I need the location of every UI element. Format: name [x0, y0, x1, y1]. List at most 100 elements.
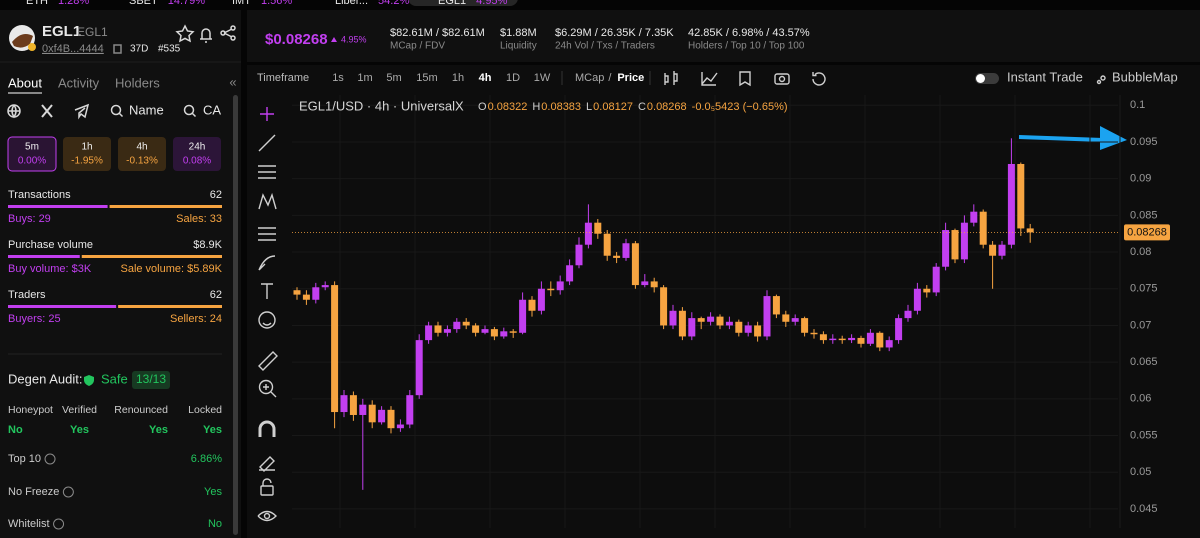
ruler-tool[interactable]: [258, 351, 278, 371]
token-age: 37D: [130, 44, 148, 55]
bubblemap-icon[interactable]: [1096, 79, 1102, 85]
legend-key: L: [586, 101, 592, 113]
interval-button[interactable]: 15m: [416, 72, 437, 84]
search-icon[interactable]: [118, 112, 124, 118]
last-price-badge: [1124, 224, 1170, 241]
candle-body: [443, 329, 451, 333]
bubblemap-icon[interactable]: [1100, 75, 1106, 81]
collapse-icon[interactable]: «: [229, 74, 236, 89]
interval-button[interactable]: 1D: [506, 72, 520, 84]
search-icon[interactable]: [191, 112, 197, 118]
brush-tool[interactable]: [258, 255, 276, 271]
interval-button[interactable]: 4h: [479, 72, 492, 84]
bell-icon[interactable]: [200, 28, 212, 43]
lock-draw-tool[interactable]: [259, 456, 275, 472]
search-icon[interactable]: [110, 104, 122, 116]
search-icon[interactable]: [183, 104, 195, 116]
stat-value: $82.61M / $82.61M: [390, 27, 485, 39]
copy-icon[interactable]: [113, 44, 122, 54]
price: $0.08268: [265, 31, 328, 48]
candle-body: [603, 233, 611, 256]
legend-value: -0.0₅5423 (−0.65%): [692, 101, 788, 113]
emoji-tool[interactable]: [258, 311, 276, 329]
link-ca[interactable]: CA: [203, 102, 221, 117]
candle-body: [528, 299, 536, 311]
visibility-tool[interactable]: [257, 510, 277, 522]
reset-icon[interactable]: [812, 72, 826, 86]
lock-tool[interactable]: [260, 485, 274, 496]
interval-button[interactable]: 1h: [452, 72, 464, 84]
audit-column: Locked: [188, 404, 222, 416]
share-icon[interactable]: [230, 25, 236, 31]
visibility-tool[interactable]: [263, 512, 271, 520]
period-box[interactable]: [173, 137, 221, 171]
x-icon[interactable]: [41, 104, 53, 118]
sidebar-tab[interactable]: Activity: [58, 75, 100, 90]
flow-buy: Buys: 29: [8, 213, 51, 225]
pattern-tool[interactable]: [258, 192, 277, 210]
stat-label: MCap / FDV: [390, 41, 445, 52]
indicators-icon[interactable]: [701, 72, 718, 86]
flow-total: $8.9K: [193, 239, 222, 251]
y-tick-label: 0.08: [1130, 246, 1151, 258]
audit-row-label: No Freeze: [8, 486, 59, 498]
zoom-tool[interactable]: [258, 379, 274, 395]
candle-body: [838, 338, 846, 341]
toggle-knob[interactable]: [976, 74, 985, 83]
crosshair-tool[interactable]: [260, 107, 274, 121]
candles-icon[interactable]: [664, 71, 678, 85]
candle-body: [857, 337, 865, 344]
sidebar-tab[interactable]: About: [8, 75, 42, 90]
interval-button[interactable]: 1W: [534, 72, 551, 84]
top-tab-name[interactable]: SBET: [129, 0, 158, 7]
flow-label: Transactions: [8, 189, 71, 201]
mode-mcap[interactable]: MCap: [575, 72, 604, 84]
interval-button[interactable]: 1m: [357, 72, 372, 84]
top-tab-name[interactable]: ETH: [26, 0, 48, 7]
emoji-tool[interactable]: [262, 322, 272, 326]
sell-bar: [109, 205, 222, 208]
top-tab-name[interactable]: Liber...: [335, 0, 368, 7]
top-tab-change: 14.79%: [168, 0, 206, 7]
candle-body: [622, 243, 630, 258]
interval-button[interactable]: 1s: [332, 72, 344, 84]
period-change: -1.95%: [71, 156, 103, 167]
period-box[interactable]: [63, 137, 111, 171]
safe-shield-icon: [84, 375, 94, 386]
bubblemap[interactable]: BubbleMap: [1112, 69, 1178, 84]
screenshot-icon[interactable]: [778, 75, 786, 83]
star-icon[interactable]: [175, 24, 195, 43]
legend-key: O: [478, 101, 487, 113]
instant-trade[interactable]: Instant Trade: [1007, 69, 1083, 84]
telegram-icon[interactable]: [74, 103, 90, 120]
lock-tool[interactable]: [262, 478, 272, 486]
trendline-tool[interactable]: [258, 134, 276, 152]
template-icon[interactable]: [739, 71, 751, 87]
magnet-tool[interactable]: [258, 420, 276, 437]
link-name[interactable]: Name: [129, 102, 164, 117]
projection-tool[interactable]: [258, 227, 276, 241]
candle-body: [904, 310, 912, 319]
fib-tool[interactable]: [258, 165, 276, 179]
token-address[interactable]: 0xf4B...4444: [42, 43, 104, 55]
candle-body: [848, 337, 856, 341]
period-box[interactable]: [118, 137, 166, 171]
interval-button[interactable]: 5m: [386, 72, 401, 84]
candle-body: [340, 395, 348, 413]
y-tick-label: 0.09: [1130, 173, 1151, 185]
top-tab-name[interactable]: IMT: [232, 0, 251, 7]
sidebar-tab[interactable]: Holders: [115, 75, 160, 90]
website-icon[interactable]: [8, 104, 20, 119]
zoom-tool[interactable]: [263, 384, 277, 398]
share-icon[interactable]: [230, 35, 236, 41]
text-tool[interactable]: [261, 283, 273, 299]
share-icon[interactable]: [220, 30, 226, 36]
screenshot-icon[interactable]: [774, 73, 790, 85]
top-tab-name[interactable]: EGL1: [438, 0, 466, 7]
sell-bar: [81, 255, 222, 258]
flow-total: 62: [210, 289, 222, 301]
period-box[interactable]: [7, 136, 57, 172]
mode-price[interactable]: Price: [617, 72, 644, 84]
stat-label: 24h Vol / Txs / Traders: [555, 41, 655, 52]
audit-column: Verified: [62, 404, 97, 416]
